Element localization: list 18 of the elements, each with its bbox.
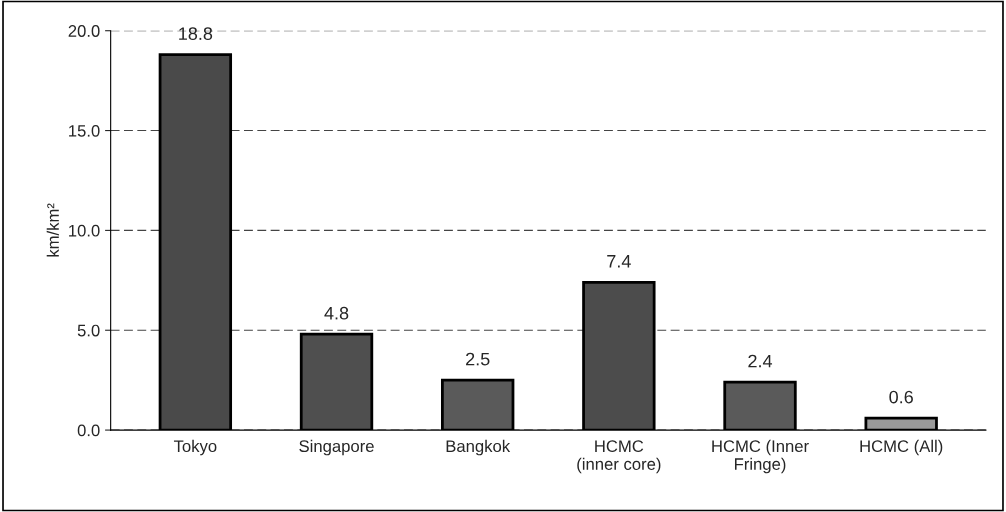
y-tick-label: 10.0 [69, 224, 100, 237]
data-label: 7.4 [607, 255, 631, 268]
x-tick-label: Singapore [299, 439, 374, 456]
y-tick-label: 0.0 [77, 424, 100, 437]
x-tick-label: HCMC (All) [860, 439, 943, 456]
y-tick-label: 5.0 [77, 324, 100, 337]
y-axis-title: km/km² [46, 203, 59, 257]
x-tick-label: HCMC (inner core) [577, 440, 661, 474]
x-tick-label: HCMC (Inner Fringe) [712, 439, 809, 474]
data-label: 2.4 [748, 354, 773, 368]
x-tick-label: Bangkok [446, 439, 511, 456]
data-label: 0.6 [889, 390, 913, 404]
data-label: 2.5 [466, 352, 490, 366]
y-tick-label: 15.0 [69, 124, 100, 137]
x-tick-label: Tokyo [173, 439, 217, 456]
y-tick-label: 20.0 [68, 25, 100, 37]
data-label: 18.8 [179, 27, 213, 40]
data-label: 4.8 [324, 306, 349, 320]
